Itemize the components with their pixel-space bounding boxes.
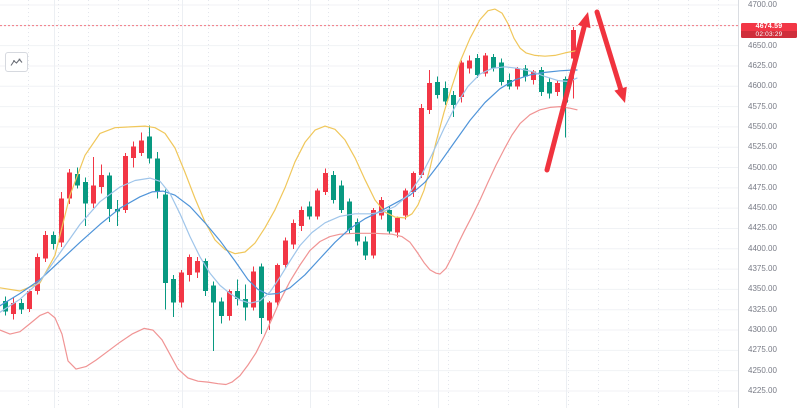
- price-axis-label: 4275.00: [748, 345, 777, 355]
- bollinger-lower-line: [0, 106, 578, 386]
- countdown-timer: 02:03:29: [741, 30, 797, 38]
- price-axis-label: 4450.00: [748, 203, 777, 213]
- price-axis-label: 4250.00: [748, 365, 777, 375]
- price-axis-label: 4500.00: [748, 162, 777, 172]
- price-axis-label: 4300.00: [748, 325, 777, 335]
- toolbar-restore-button[interactable]: [5, 52, 28, 72]
- price-axis-label: 4225.00: [748, 386, 777, 395]
- ma-slow-line: [0, 69, 578, 307]
- price-axis[interactable]: 4674.59 02:03:29 4700.00 4650.00 4625.00 46…: [738, 0, 800, 408]
- price-axis-label: 4525.00: [748, 142, 777, 152]
- price-axis-label: 4550.00: [748, 121, 777, 131]
- candlestick-plot-canvas[interactable]: [0, 0, 738, 408]
- price-axis-label: 4375.00: [748, 264, 777, 274]
- bollinger-upper-line: [0, 8, 578, 292]
- price-axis-label: 4650.00: [748, 40, 777, 50]
- price-axis-label: 4475.00: [748, 182, 777, 192]
- ma-fast-line: [0, 66, 578, 313]
- price-axis-label: 4600.00: [748, 81, 777, 91]
- price-axis-label: 4625.00: [748, 60, 777, 70]
- price-axis-label: 4425.00: [748, 223, 777, 233]
- zigzag-chart-icon: [10, 58, 23, 66]
- price-axis-label: 4325.00: [748, 304, 777, 314]
- price-axis-label: 4350.00: [748, 284, 777, 294]
- grid-lines: [0, 0, 738, 408]
- current-price-badge: 4674.59 02:03:29: [741, 22, 797, 38]
- candles: [3, 26, 576, 352]
- price-axis-label: 4700.00: [748, 0, 777, 9]
- trend-arrow-up-move-drawing[interactable]: [544, 12, 591, 173]
- price-axis-label: 4575.00: [748, 101, 777, 111]
- price-axis-label: 4400.00: [748, 243, 777, 253]
- current-price-value: 4674.59: [755, 22, 783, 30]
- trend-arrow-down-move-drawing[interactable]: [594, 9, 627, 103]
